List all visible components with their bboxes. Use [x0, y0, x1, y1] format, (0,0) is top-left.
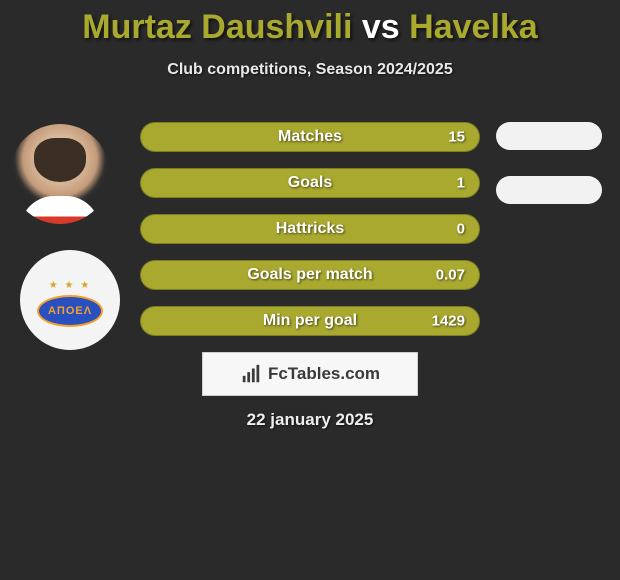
- stat-bar-matches: Matches 15: [140, 122, 480, 152]
- blank-pill: [496, 122, 602, 150]
- club-badge: ★ ★ ★ ΑΠΟΕΛ: [20, 250, 120, 350]
- branding-box: FcTables.com: [202, 352, 418, 396]
- club-badge-stars: ★ ★ ★: [49, 280, 91, 291]
- stat-value: 15: [448, 129, 465, 146]
- stat-label: Goals: [288, 174, 332, 192]
- player-left-name: Murtaz Daushvili: [82, 8, 352, 46]
- bar-chart-icon: [240, 363, 262, 385]
- player-right-name: Havelka: [409, 8, 538, 46]
- stat-value: 1429: [432, 313, 465, 330]
- stat-bar-min-per-goal: Min per goal 1429: [140, 306, 480, 336]
- club-badge-label: ΑΠΟΕΛ: [37, 295, 103, 327]
- blank-pill: [496, 176, 602, 204]
- stat-bar-hattricks: Hattricks 0: [140, 214, 480, 244]
- stat-label: Hattricks: [276, 220, 344, 238]
- stat-value: 0: [457, 221, 465, 238]
- branding-text: FcTables.com: [268, 364, 380, 384]
- vs-separator: vs: [362, 8, 400, 46]
- subtitle: Club competitions, Season 2024/2025: [0, 61, 620, 79]
- avatars-column: ★ ★ ★ ΑΠΟΕΛ: [10, 124, 120, 350]
- stat-label: Min per goal: [263, 312, 357, 330]
- right-pills: [496, 122, 602, 230]
- footer-date: 22 january 2025: [0, 410, 620, 430]
- stat-label: Matches: [278, 128, 342, 146]
- stat-bar-goals-per-match: Goals per match 0.07: [140, 260, 480, 290]
- stat-value: 0.07: [436, 267, 465, 284]
- stat-label: Goals per match: [247, 266, 372, 284]
- stat-bar-goals: Goals 1: [140, 168, 480, 198]
- page-title: Murtaz Daushvili vs Havelka: [0, 0, 620, 47]
- player-avatar: [10, 124, 110, 224]
- stats-bars: Matches 15 Goals 1 Hattricks 0 Goals per…: [140, 122, 480, 352]
- stat-value: 1: [457, 175, 465, 192]
